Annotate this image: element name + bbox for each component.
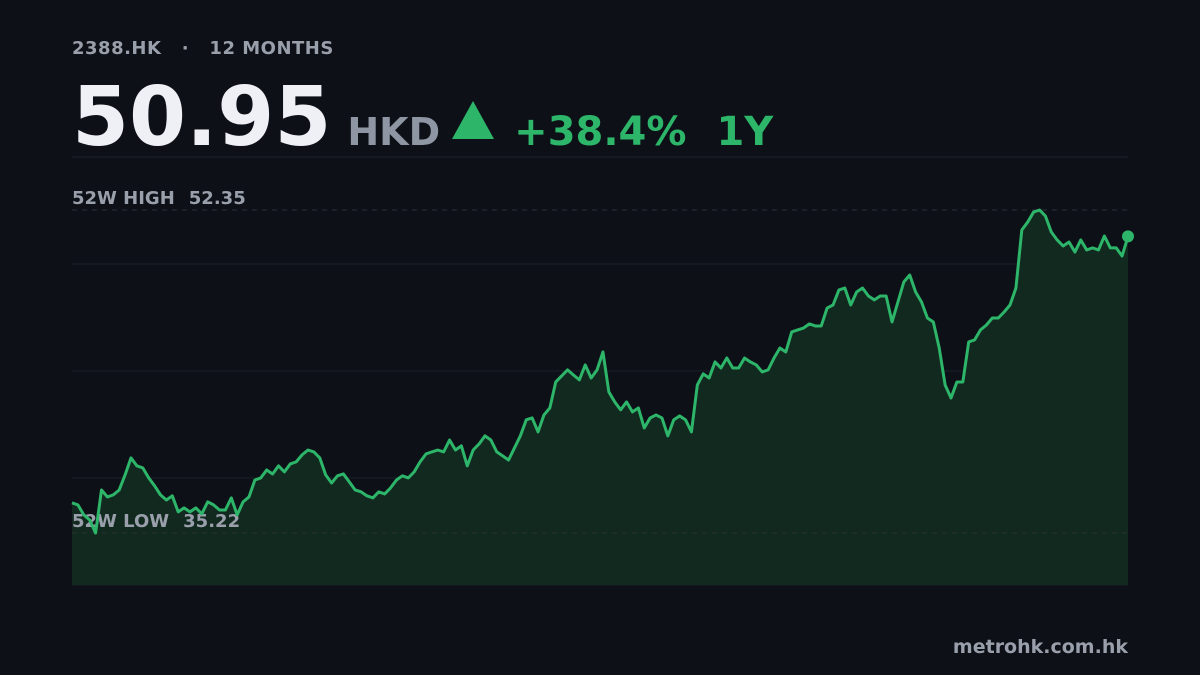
price-line [71,208,1130,535]
high-label: 52W HIGH 52.35 [72,188,246,209]
up-arrow [452,100,495,139]
low-value: 35.22 [183,511,240,532]
last-point [1122,230,1134,243]
area [72,209,1128,586]
price: 50.95 [72,70,332,165]
change: +38.4% [514,109,687,155]
ticker: 2388.HK [72,38,162,59]
separator: · [181,38,190,59]
chart: 52W HIGH 52.35 52W LOW 35.22 [71,156,1134,586]
currency: HKD [347,110,441,154]
high-name: 52W HIGH [72,188,175,209]
range: 1Y [716,109,774,155]
high-value: 52.35 [189,188,246,209]
period: 12 MONTHS [209,38,334,59]
hero: 50.95 HKD +38.4% 1Y [72,70,773,165]
header-line: 2388.HK · 12 MONTHS [72,38,334,59]
source: metrohk.com.hk [952,636,1128,658]
low-name: 52W LOW [72,511,169,532]
